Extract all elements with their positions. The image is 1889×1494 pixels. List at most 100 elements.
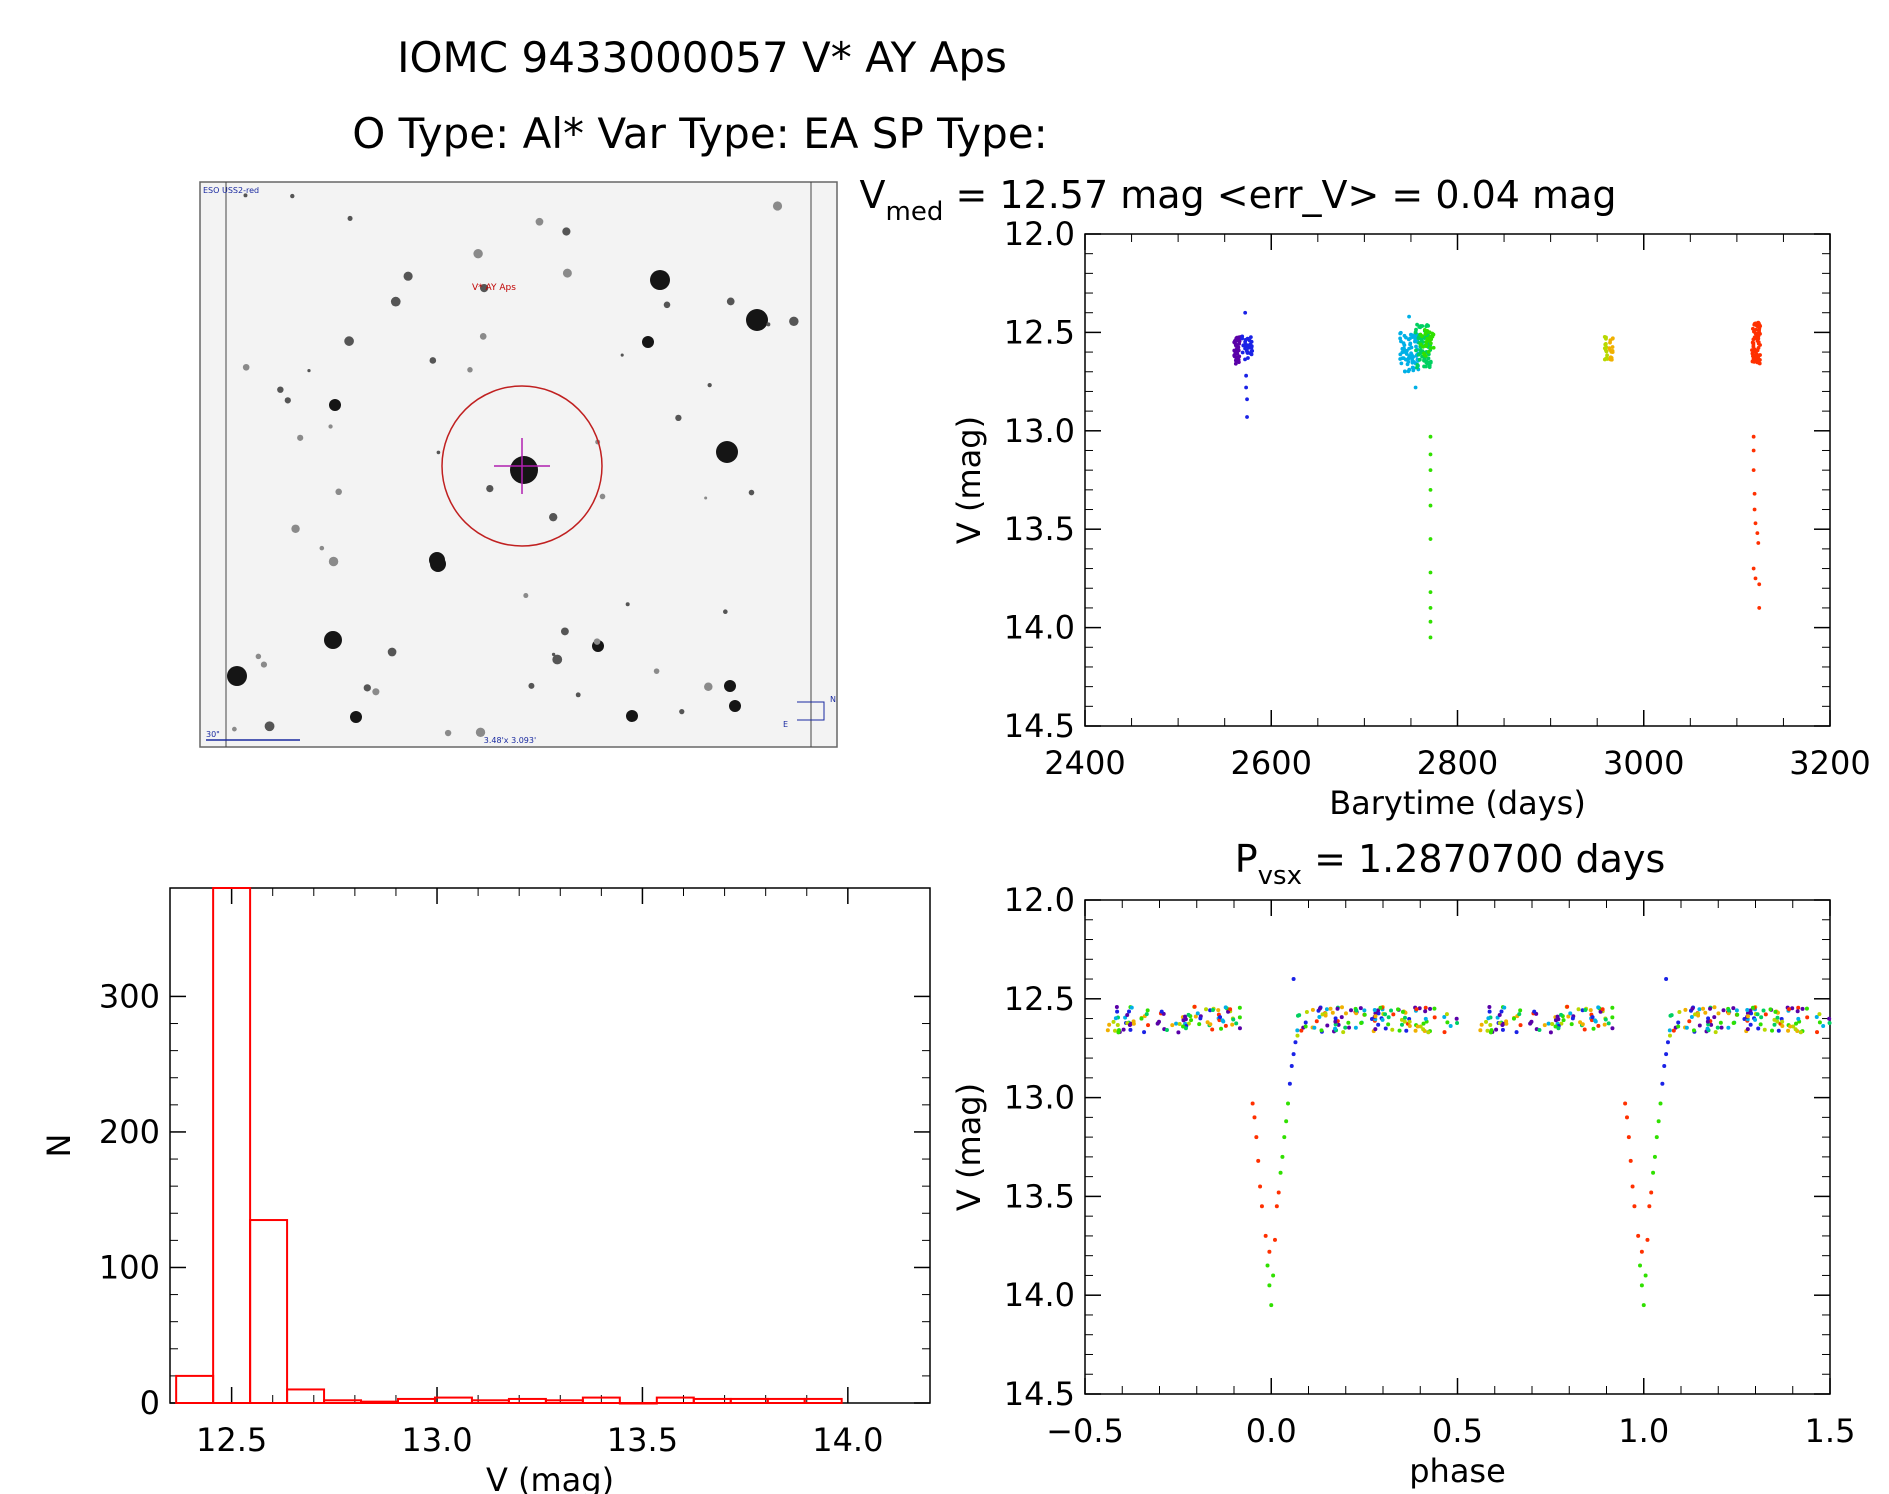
data-point xyxy=(1414,348,1418,353)
data-point xyxy=(1731,1020,1736,1025)
data-point xyxy=(1312,1025,1317,1030)
data-point xyxy=(1772,1022,1777,1027)
data-point xyxy=(1604,336,1608,341)
data-point xyxy=(1423,1016,1428,1021)
histogram-bar xyxy=(692,1397,732,1404)
data-point xyxy=(1128,1027,1133,1032)
data-point xyxy=(1247,338,1252,343)
data-point xyxy=(1752,329,1756,334)
data-point xyxy=(1254,1135,1259,1140)
data-point xyxy=(1626,1135,1631,1140)
data-point xyxy=(1776,1028,1781,1033)
data-point xyxy=(1548,1030,1553,1035)
star xyxy=(551,652,556,657)
star xyxy=(429,357,437,364)
data-point xyxy=(1276,1190,1281,1195)
y-tick-label: 14.0 xyxy=(1004,1276,1075,1314)
data-point xyxy=(1590,1015,1595,1020)
x-tick-label: 0.0 xyxy=(1246,1412,1297,1450)
data-point xyxy=(1757,606,1762,610)
data-point xyxy=(1418,348,1423,352)
data-point xyxy=(1487,1009,1492,1014)
y-axis-label: V (mag) xyxy=(950,1083,988,1211)
data-point xyxy=(1156,1019,1161,1024)
data-point xyxy=(1815,1030,1820,1035)
data-point xyxy=(1244,343,1249,348)
star xyxy=(444,729,452,737)
data-point xyxy=(1343,1025,1348,1030)
histogram-bar xyxy=(803,1397,843,1404)
data-point xyxy=(1610,1026,1615,1031)
data-point xyxy=(1754,352,1759,357)
data-point xyxy=(1237,354,1242,359)
data-point xyxy=(1654,1135,1659,1140)
data-point xyxy=(1588,1008,1593,1013)
data-point xyxy=(1502,1005,1507,1010)
data-point xyxy=(1422,358,1426,362)
data-point xyxy=(1383,1026,1388,1031)
data-point xyxy=(1532,1009,1537,1014)
data-point xyxy=(1504,1019,1509,1024)
data-point xyxy=(1271,1273,1276,1278)
star xyxy=(766,322,771,327)
data-point xyxy=(1606,1021,1611,1026)
data-point xyxy=(1304,1010,1309,1015)
data-point xyxy=(1183,1014,1188,1019)
star xyxy=(679,709,685,715)
data-point xyxy=(1689,1015,1694,1020)
x-tick-label: 13.5 xyxy=(607,1421,678,1459)
y-tick-label: 13.5 xyxy=(1004,510,1075,548)
data-point xyxy=(1691,1028,1696,1033)
data-point xyxy=(1603,342,1608,347)
histogram-bar xyxy=(581,1396,621,1405)
data-point xyxy=(1756,1026,1761,1031)
star xyxy=(486,484,494,493)
data-point xyxy=(1645,1237,1650,1242)
star xyxy=(528,682,535,689)
x-tick-label: 12.5 xyxy=(196,1421,267,1459)
data-point xyxy=(1559,1012,1564,1017)
histogram-bar xyxy=(397,1397,436,1404)
plot-frame xyxy=(1084,233,1831,727)
data-point xyxy=(1237,1005,1242,1010)
data-point xyxy=(1237,1026,1242,1031)
data-point xyxy=(1383,1012,1388,1017)
data-point xyxy=(1324,1007,1329,1012)
data-point xyxy=(1603,1017,1608,1022)
data-point xyxy=(1243,310,1248,315)
data-point xyxy=(1391,1012,1396,1017)
fov-label: 3.48'x 3.093' xyxy=(484,736,536,745)
data-point xyxy=(1245,415,1249,419)
star xyxy=(307,368,311,373)
data-point xyxy=(1234,1021,1239,1026)
data-point xyxy=(1718,1020,1723,1025)
compass-icon xyxy=(797,701,825,721)
plot-frame xyxy=(169,887,931,1404)
data-point xyxy=(1697,1007,1702,1012)
data-point xyxy=(1583,1008,1588,1013)
data-point xyxy=(1424,340,1429,344)
star xyxy=(642,336,654,348)
data-point xyxy=(1726,1008,1731,1013)
data-point xyxy=(1339,1015,1344,1020)
data-point xyxy=(1427,330,1432,335)
y-tick-label: 12.5 xyxy=(1004,313,1075,351)
data-point xyxy=(1291,1052,1296,1057)
data-point xyxy=(1798,1030,1803,1035)
data-point xyxy=(1750,351,1755,356)
data-point xyxy=(1479,1022,1484,1027)
star xyxy=(535,217,544,226)
data-point xyxy=(1399,361,1404,366)
data-point xyxy=(1518,1008,1523,1013)
data-point xyxy=(1407,1024,1412,1029)
data-point xyxy=(1310,1007,1315,1012)
data-point xyxy=(1413,1028,1418,1033)
data-point xyxy=(1408,332,1413,337)
star xyxy=(475,727,486,738)
data-point xyxy=(1219,1026,1224,1031)
data-point xyxy=(1758,331,1762,336)
y-tick-label: 13.0 xyxy=(1004,1079,1075,1117)
data-point xyxy=(1223,1005,1228,1010)
star xyxy=(575,692,581,698)
